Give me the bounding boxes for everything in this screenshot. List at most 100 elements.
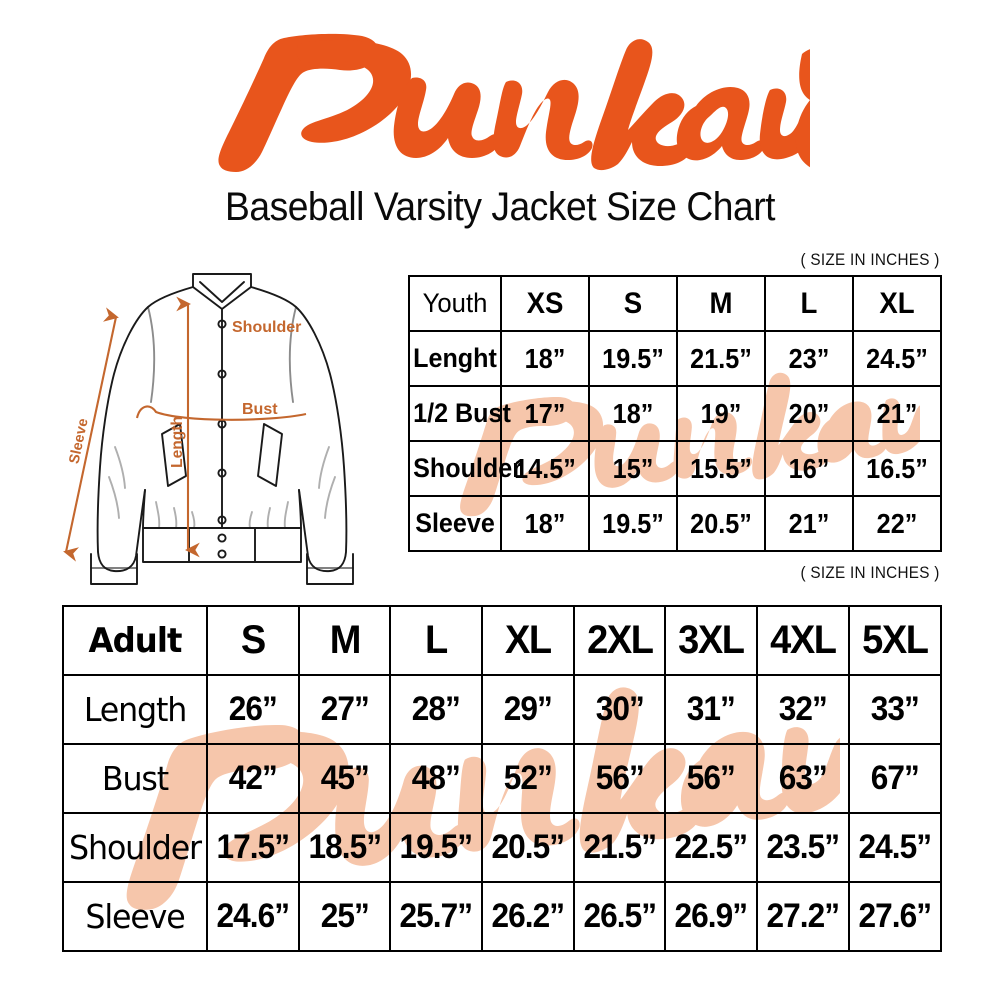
youth-measure-value: 15” [612, 452, 654, 484]
youth-measure-value: 16” [788, 452, 830, 484]
table-row: Bust 42” 45” 48” 52” 56” 56” 63” 67” [62, 743, 942, 814]
adult-measure-value: 21.5” [583, 828, 657, 866]
table-row: Sleeve 18” 19.5” 20.5” 21” 22” [408, 495, 942, 552]
youth-value-cell: 17” [500, 385, 590, 442]
adult-value-cell: 21.5” [572, 812, 667, 883]
adult-value-cell: 67” [847, 743, 942, 814]
adult-value-cell: 48” [389, 743, 484, 814]
adult-value-cell: 19.5” [389, 812, 484, 883]
length-label: Length [169, 416, 186, 468]
youth-measure-label: Shoulder [413, 453, 522, 483]
page-header: Baseball Varsity Jacket Size Chart [0, 0, 1000, 250]
adult-value-cell: 24.6” [206, 881, 300, 952]
adult-size-header-l: L [389, 605, 484, 676]
table-row: Shoulder 14.5” 15” 15.5” 16” 16.5” [408, 440, 942, 497]
youth-size-header-s: S [588, 275, 678, 332]
youth-value-cell: 19” [676, 385, 766, 442]
adult-value-cell: 28” [389, 674, 484, 745]
adult-measure-value: 22.5” [674, 828, 749, 866]
adult-size-label: L [425, 618, 448, 662]
youth-row-label-cell: Shoulder [408, 440, 522, 497]
adult-measure-value: 42” [228, 759, 278, 797]
adult-measure-value: 26.5” [583, 897, 657, 935]
adult-measure-value: 45” [320, 759, 369, 797]
adult-measure-value: 18.5” [308, 828, 382, 866]
adult-value-cell: 17.5” [206, 812, 300, 883]
adult-size-header-2xl: 2XL [572, 605, 667, 676]
adult-measure-value: 24.5” [858, 828, 932, 866]
snap-button [217, 515, 227, 525]
adult-measure-value: 28” [412, 690, 461, 728]
adult-measure-value: 63” [778, 759, 828, 797]
adult-value-cell: 56” [572, 743, 667, 814]
youth-measure-value: 21” [788, 507, 830, 539]
adult-value-cell: 26.2” [481, 881, 575, 952]
youth-size-label: L [800, 286, 818, 320]
adult-value-cell: 20.5” [481, 812, 575, 883]
bust-label: Bust [242, 401, 278, 418]
youth-value-cell: 16.5” [852, 440, 942, 497]
youth-value-cell: 18” [588, 385, 678, 442]
adult-size-label: M [329, 618, 361, 662]
table-row: Sleeve 24.6” 25” 25.7” 26.2” 26.5” 26.9”… [62, 881, 942, 952]
youth-measure-value: 17” [524, 397, 566, 429]
adult-size-label: 5XL [861, 618, 929, 662]
youth-value-cell: 20” [764, 385, 854, 442]
adult-value-cell: 56” [664, 743, 759, 814]
adult-value-cell: 29” [481, 674, 575, 745]
adult-measure-value: 20.5” [491, 828, 566, 866]
adult-row-label-cell: Shoulder [62, 812, 208, 883]
adult-measure-value: 27.6” [858, 897, 932, 935]
youth-value-cell: 20.5” [676, 495, 766, 552]
youth-units-caption: ( SIZE IN INCHES ) [800, 250, 940, 269]
youth-value-cell: 23” [764, 330, 854, 387]
table-row: Lenght 18” 19.5” 21.5” 23” 24.5” [408, 330, 942, 387]
adult-measure-label: Bust [101, 759, 169, 798]
youth-row-label-cell: 1/2 Bust [408, 385, 511, 442]
youth-measure-value: 20.5” [690, 507, 752, 539]
adult-corner-label: Adult [88, 620, 183, 661]
adult-value-cell: 25.7” [389, 881, 484, 952]
table-row: Length 26” 27” 28” 29” 30” 31” 32” 33” [62, 674, 942, 745]
adult-measure-value: 26.9” [674, 897, 749, 935]
youth-measure-value: 15.5” [690, 452, 752, 484]
youth-size-label: M [709, 286, 733, 320]
youth-value-cell: 22” [852, 495, 942, 552]
adult-value-cell: 45” [297, 743, 392, 814]
youth-measure-value: 23” [788, 342, 830, 374]
adult-measure-label: Sleeve [85, 897, 185, 936]
adult-value-cell: 33” [847, 674, 942, 745]
adult-value-cell: 42” [206, 743, 300, 814]
adult-measure-value: 25.7” [399, 897, 474, 935]
youth-measure-label: Lenght [413, 343, 497, 373]
adult-measure-value: 56” [687, 759, 736, 797]
adult-measure-value: 30” [595, 690, 644, 728]
adult-value-cell: 24.5” [847, 812, 942, 883]
youth-measure-value: 20” [788, 397, 830, 429]
youth-corner-cell: Youth [408, 275, 502, 332]
youth-value-cell: 18” [500, 495, 590, 552]
adult-value-cell: 27.2” [756, 881, 850, 952]
brand-logo [0, 18, 1000, 178]
snap-button [217, 533, 227, 543]
sleeve-measure-arrow [63, 307, 119, 562]
adult-size-table: Adult S M L XL 2XL 3XL 4XL 5XL Length 2 [62, 605, 942, 952]
brand-logo-wordmark [218, 33, 810, 173]
adult-size-label: S [240, 618, 266, 662]
adult-value-cell: 63” [756, 743, 850, 814]
adult-measure-value: 33” [870, 690, 920, 728]
youth-value-cell: 18” [500, 330, 590, 387]
bust-measure-line [135, 405, 307, 421]
adult-measure-value: 27.2” [766, 897, 841, 935]
youth-value-cell: 16” [764, 440, 854, 497]
youth-row-label-cell: Lenght [408, 330, 502, 387]
youth-value-cell: 21” [852, 385, 942, 442]
adult-size-header-5xl: 5XL [847, 605, 942, 676]
snap-button [217, 468, 227, 478]
youth-row-label-cell: Sleeve [408, 495, 502, 552]
youth-measure-value: 14.5” [514, 452, 576, 484]
adult-measure-value: 27” [320, 690, 369, 728]
adult-value-cell: 26” [206, 674, 300, 745]
table-row: Shoulder 17.5” 18.5” 19.5” 20.5” 21.5” 2… [62, 812, 942, 883]
youth-size-header-m: M [676, 275, 766, 332]
